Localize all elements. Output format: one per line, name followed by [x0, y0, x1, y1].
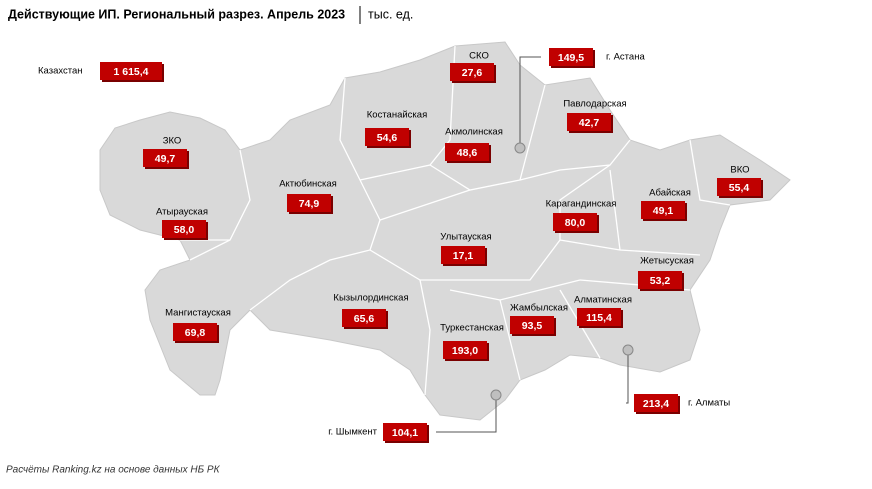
value-box	[553, 213, 597, 231]
value-label: 1 615,4	[113, 66, 148, 78]
leader-line	[519, 56, 541, 148]
value-label: 80,0	[565, 217, 586, 229]
value-box	[577, 308, 621, 326]
leader-line	[436, 395, 497, 433]
value-label: 65,6	[354, 313, 375, 325]
city-dot	[514, 142, 526, 154]
value-label: 115,4	[586, 312, 612, 324]
city-dot	[490, 389, 502, 401]
region-name: Костанайская	[367, 110, 427, 121]
leader-line	[626, 350, 629, 404]
value-box	[287, 194, 331, 212]
region-name: Кызылординская	[333, 293, 408, 304]
value-label: 74,9	[299, 198, 320, 210]
region-name: ВКО	[730, 165, 749, 176]
city-name: г. Шымкент	[328, 427, 377, 438]
value-box	[510, 316, 554, 334]
region-name: Алматинская	[574, 295, 632, 306]
value-label: 17,1	[453, 250, 474, 262]
value-box	[162, 220, 206, 238]
value-box	[638, 271, 682, 289]
region-name: Актюбинская	[279, 179, 337, 190]
value-label: 54,6	[377, 132, 398, 144]
total-label: Казахстан	[38, 66, 83, 77]
value-label: 42,7	[579, 117, 600, 129]
region-name: Акмолинская	[445, 127, 503, 138]
region-name: Жетысуская	[640, 256, 694, 267]
value-label: 149,5	[558, 52, 584, 64]
region-name: Туркестанская	[440, 323, 504, 334]
value-box	[383, 423, 427, 441]
value-label: 49,7	[155, 153, 176, 165]
region-name: СКО	[469, 51, 489, 62]
value-box	[173, 323, 217, 341]
city-name: г. Астана	[606, 52, 645, 63]
region-name: Мангистауская	[165, 308, 231, 319]
value-box	[100, 62, 162, 80]
value-box	[634, 394, 678, 412]
value-label: 69,8	[185, 327, 206, 339]
city-dot	[622, 344, 634, 356]
value-box	[441, 246, 485, 264]
value-box	[443, 341, 487, 359]
value-label: 193,0	[452, 345, 478, 357]
value-label: 53,2	[650, 275, 671, 287]
value-box	[450, 63, 494, 81]
region-name: Улытауская	[440, 232, 491, 243]
value-label: 213,4	[643, 398, 669, 410]
value-box	[549, 48, 593, 66]
value-label: 48,6	[457, 147, 478, 159]
value-box	[365, 128, 409, 146]
value-box	[342, 309, 386, 327]
value-label: 93,5	[522, 320, 543, 332]
value-label: 104,1	[392, 427, 418, 439]
region-name: Павлодарская	[563, 99, 626, 110]
region-borders	[180, 45, 731, 396]
region-name: Атырауская	[156, 207, 208, 218]
region-name: ЗКО	[163, 136, 182, 147]
unit: тыс. ед.	[368, 7, 413, 21]
region-name: Абайская	[649, 188, 691, 199]
region-name: Карагандинская	[546, 199, 617, 210]
value-label: 27,6	[462, 67, 483, 79]
region-name: Жамбылская	[510, 303, 568, 314]
value-label: 49,1	[653, 205, 674, 217]
value-box	[445, 143, 489, 161]
value-box	[567, 113, 611, 131]
title: Действующие ИП. Региональный разрез. Апр…	[8, 7, 345, 21]
value-box	[143, 149, 187, 167]
value-box	[717, 178, 761, 196]
value-box	[641, 201, 685, 219]
source: Расчёты Ranking.kz на основе данных НБ Р…	[6, 465, 221, 476]
value-label: 58,0	[174, 224, 195, 236]
city-name: г. Алматы	[688, 398, 730, 409]
value-label: 55,4	[729, 182, 750, 194]
